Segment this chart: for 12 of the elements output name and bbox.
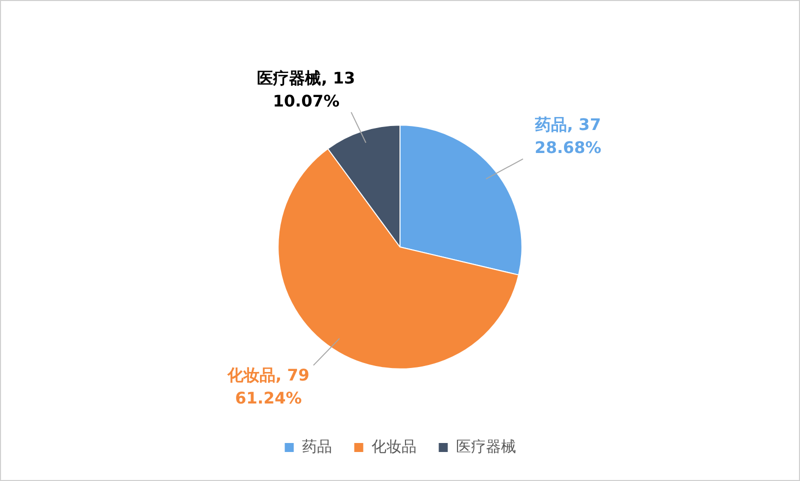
data-label: , 79	[275, 365, 310, 384]
text: 28.68%	[534, 138, 602, 158]
legend-label: 药品	[302, 437, 332, 456]
legend-label: 医疗器械	[456, 437, 516, 456]
slice-label: 化妆品	[226, 365, 276, 384]
legend-label: 化妆品	[371, 437, 416, 456]
text: 61.24%	[235, 388, 302, 408]
text: 10.07%	[272, 91, 340, 110]
slice-label: 医疗器械	[257, 68, 322, 88]
data-label: , 13	[321, 68, 356, 88]
slice-label: 药品	[534, 115, 568, 134]
data-label: , 37	[567, 115, 601, 134]
